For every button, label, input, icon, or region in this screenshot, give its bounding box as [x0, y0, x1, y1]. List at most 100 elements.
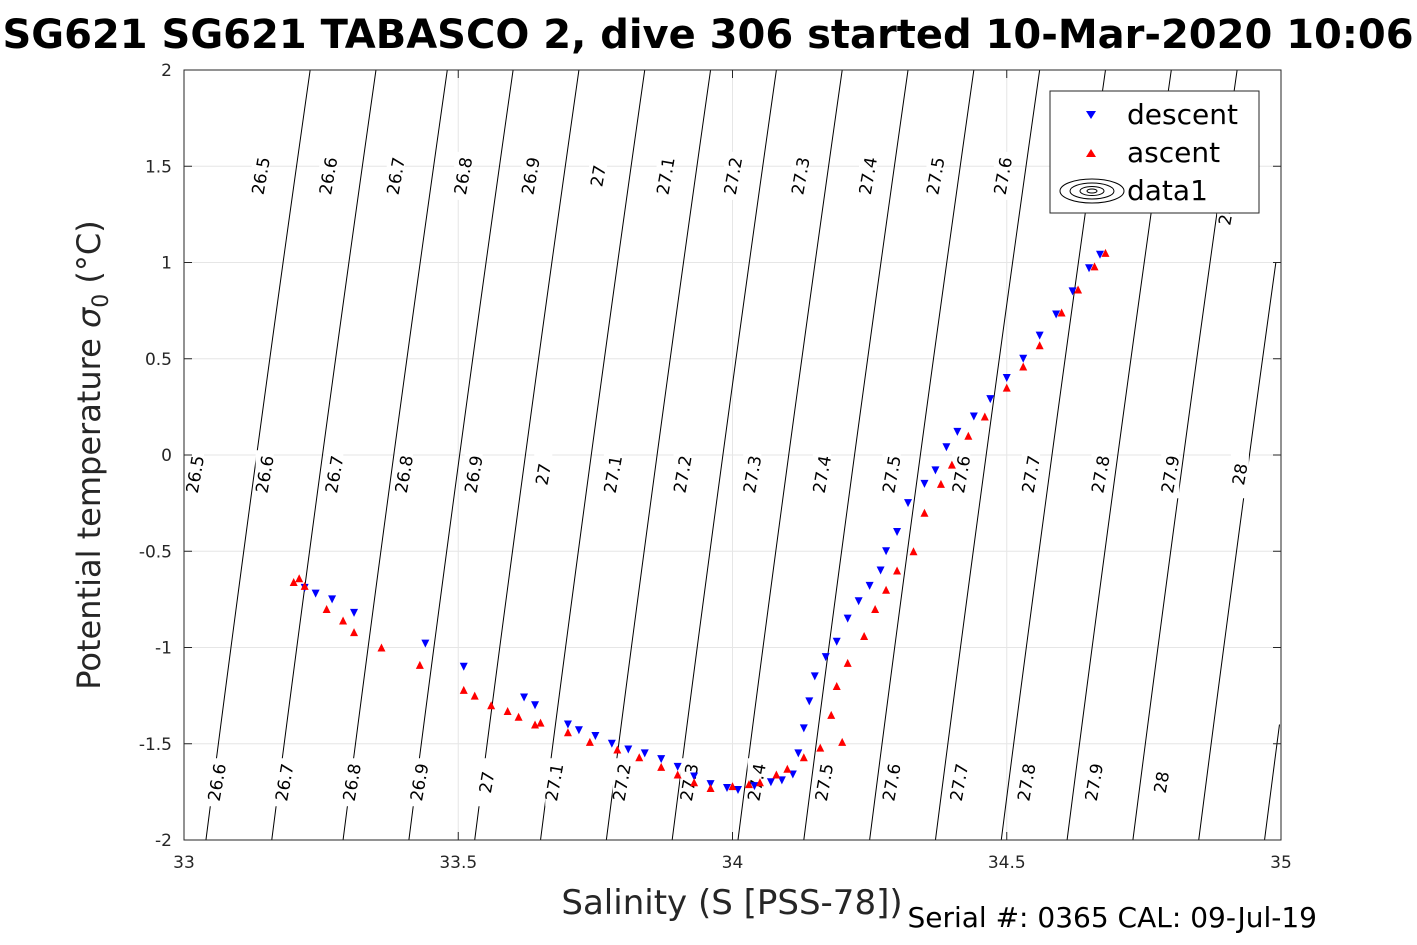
- ascent-point: [1057, 308, 1066, 317]
- descent-point: [531, 701, 540, 710]
- isopycnal-line: [474, 69, 580, 841]
- descent-point: [563, 720, 572, 729]
- isopycnal-label-bg: [952, 450, 971, 499]
- isopycnal-label-bg: [464, 450, 483, 499]
- ascent-point: [1002, 383, 1011, 392]
- descent-point: [865, 581, 874, 590]
- isopycnal-label-bg: [394, 450, 413, 499]
- isopycnal-label-bg: [255, 450, 274, 499]
- isopycnal-label-bg: [325, 450, 344, 499]
- isopycnal-label-bg: [1017, 758, 1036, 807]
- descent-point: [821, 653, 830, 662]
- legend-box: [1049, 90, 1260, 214]
- x-tick-label: 34.5: [988, 853, 1026, 873]
- ascent-point: [964, 431, 973, 440]
- isopycnal-label-bg: [743, 450, 762, 499]
- descent-point: [750, 782, 759, 791]
- y-axis-sigma-subscript: 0: [89, 294, 114, 308]
- isopycnal-label-bg: [386, 151, 405, 200]
- descent-point: [624, 745, 633, 754]
- isopycnal-label-bg: [815, 758, 834, 807]
- x-tick-label: 34: [722, 853, 744, 873]
- isopycnal-label-bg: [724, 151, 743, 200]
- descent-point: [574, 726, 583, 735]
- isopycnal-label-bg: [993, 151, 1012, 200]
- ascent-point: [514, 712, 523, 721]
- isopycnal-label: 28: [1229, 462, 1252, 487]
- descent-point: [904, 499, 913, 508]
- legend-ascent-marker: [1086, 149, 1096, 157]
- descent-point: [1052, 310, 1061, 319]
- isopycnal-label-bg: [1161, 450, 1180, 499]
- y-tick-label: 0.5: [145, 350, 172, 370]
- ascent-point: [980, 412, 989, 421]
- descent-point: [1035, 331, 1044, 340]
- isopycnal-label-bg: [1091, 450, 1110, 499]
- descent-point: [591, 732, 600, 741]
- ascent-point: [289, 578, 298, 587]
- isopycnal-label-bg: [185, 450, 204, 499]
- series-ascent: [289, 248, 1110, 793]
- isopycnal-label-bg: [319, 151, 338, 200]
- ascent-point: [947, 460, 956, 469]
- ascent-point: [1019, 362, 1028, 371]
- y-axis-label: Potential temperature σ0 (°C): [70, 220, 114, 689]
- contour-icon: [1059, 178, 1125, 204]
- isopycnal-label-bg: [673, 450, 692, 499]
- descent-point: [733, 785, 742, 794]
- isopycnal-label-bg: [545, 758, 564, 807]
- ascent-point: [350, 628, 359, 637]
- isopycnal-label-bg: [603, 450, 622, 499]
- isopycnal-label-bg: [950, 758, 969, 807]
- legend-descent-marker: [1086, 111, 1096, 119]
- ascent-point: [827, 710, 836, 719]
- x-axis-ticks: 33 33.5 34 34.5 35: [173, 70, 1292, 873]
- descent-point: [832, 637, 841, 646]
- descent-point: [690, 772, 699, 781]
- isopycnal-label-bg: [342, 758, 361, 807]
- y-tick-label: -0.5: [139, 542, 172, 562]
- ascent-point: [300, 581, 309, 590]
- descent-point: [1068, 287, 1077, 296]
- isopycnal-label-bg: [791, 151, 810, 200]
- isopycnal-line: [342, 69, 448, 841]
- descent-point: [607, 739, 616, 748]
- isopycnal-line: [1198, 262, 1277, 841]
- isopycnal-label: 27: [533, 462, 556, 487]
- ascent-point: [909, 547, 918, 556]
- descent-point: [969, 412, 978, 421]
- ascent-point: [1101, 248, 1110, 257]
- isopycnal-label-bg: [680, 758, 699, 807]
- y-tick-label: 1.5: [145, 157, 172, 177]
- isopycnal-label-bg: [1021, 450, 1040, 499]
- ascent-point: [459, 685, 468, 694]
- descent-point: [854, 597, 863, 606]
- ascent-point: [377, 643, 386, 652]
- ascent-point: [755, 778, 764, 787]
- isopycnal-label-bg: [410, 758, 429, 807]
- descent-point: [953, 427, 962, 436]
- descent-point: [1085, 264, 1094, 273]
- isopycnal-label-bg: [1152, 758, 1171, 807]
- isopycnal-label: 27: [476, 770, 499, 795]
- isopycnal-label-bg: [207, 758, 226, 807]
- legend-ascent: ascent: [1086, 136, 1220, 169]
- x-axis-label: Salinity (S [PSS-78]): [561, 883, 902, 923]
- descent-point: [805, 697, 814, 706]
- isopycnal-label-bg: [454, 151, 473, 200]
- descent-point: [421, 639, 430, 648]
- ascent-point: [487, 701, 496, 710]
- y-axis-ticks: -2 -1.5 -1 -0.5 0 0.5 1 1.5 2: [139, 61, 1281, 851]
- descent-point: [673, 762, 682, 771]
- ascent-point: [613, 745, 622, 754]
- descent-point: [640, 749, 649, 758]
- ascent-point: [882, 585, 891, 594]
- descent-point: [328, 595, 337, 604]
- legend: descent ascent data1: [1049, 90, 1260, 214]
- ascent-point: [936, 479, 945, 488]
- isopycnal-label-bg: [858, 151, 877, 200]
- descent-point: [843, 614, 852, 623]
- x-tick-label: 35: [1270, 853, 1292, 873]
- isopycnal-line: [540, 69, 646, 841]
